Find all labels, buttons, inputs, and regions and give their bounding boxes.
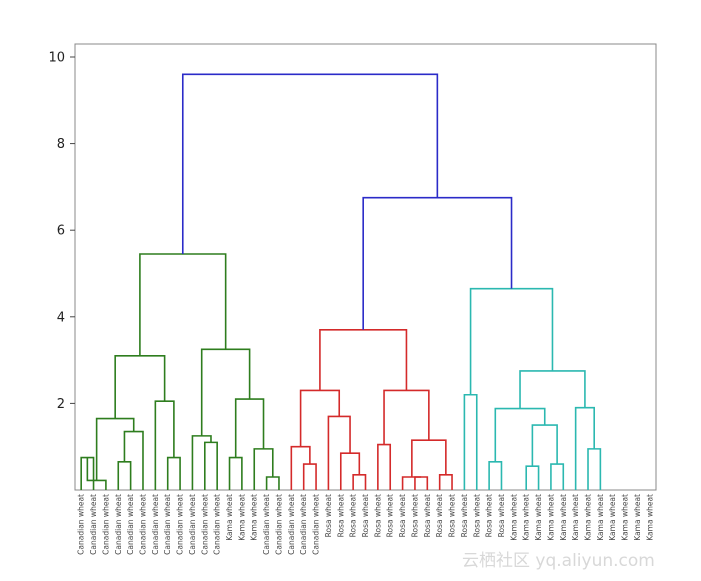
dendrogram-link: [438, 474, 453, 490]
leaf-label: Kama wheat: [621, 494, 630, 541]
dendrogram-link: [181, 73, 439, 255]
leaf-label: Kama wheat: [237, 494, 246, 541]
dendrogram-link: [191, 435, 212, 490]
leaf-label: Canadian wheat: [176, 494, 185, 555]
leaf-label: Kama wheat: [534, 494, 543, 541]
dendrogram-link: [531, 424, 558, 467]
leaf-label: Rosa wheat: [349, 494, 358, 537]
leaf-label: Rosa wheat: [324, 494, 333, 537]
leaf-label: Rosa wheat: [472, 494, 481, 537]
dendrogram-link: [203, 441, 218, 490]
leaf-label: Rosa wheat: [361, 494, 370, 537]
dendrogram-link: [200, 348, 251, 436]
leaf-label: Rosa wheat: [410, 494, 419, 537]
leaf-label: Rosa wheat: [373, 494, 382, 537]
y-tick-label: 4: [57, 310, 65, 325]
leaf-label: Canadian wheat: [101, 494, 110, 555]
leaf-label: Canadian wheat: [163, 494, 172, 555]
leaf-label: Kama wheat: [559, 494, 568, 541]
leaf-label: Kama wheat: [250, 494, 259, 541]
plot-frame: [74, 43, 657, 491]
leaf-label: Rosa wheat: [497, 494, 506, 537]
leaf-label: Kama wheat: [225, 494, 234, 541]
leaf-label: Canadian wheat: [77, 494, 86, 555]
leaf-label: Kama wheat: [522, 494, 531, 541]
dendrogram-link: [411, 439, 447, 478]
leaf-label: Canadian wheat: [188, 494, 197, 555]
leaf-label: Kama wheat: [596, 494, 605, 541]
y-tick-label: 10: [48, 50, 65, 65]
leaf-label: Canadian wheat: [151, 494, 160, 555]
leaf-label: Rosa wheat: [336, 494, 345, 537]
leaf-label: Kama wheat: [509, 494, 518, 541]
leaf-label: Rosa wheat: [485, 494, 494, 537]
leaf-label: Canadian wheat: [200, 494, 209, 555]
leaf-label: Kama wheat: [584, 494, 593, 541]
leaf-label: Canadian wheat: [312, 494, 321, 555]
dendrogram-link: [299, 389, 341, 447]
dendrogram-link: [383, 389, 430, 445]
leaf-label: Canadian wheat: [126, 494, 135, 555]
y-tick-label: 6: [57, 224, 65, 239]
dendrogram-link: [265, 476, 280, 490]
leaf-label: Kama wheat: [633, 494, 642, 541]
dendrogram-link: [139, 253, 227, 356]
leaf-label: Canadian wheat: [138, 494, 147, 555]
dendrogram-link: [414, 476, 429, 490]
leaf-label: Canadian wheat: [89, 494, 98, 555]
dendrogram-link: [377, 443, 392, 490]
leaf-label: Kama wheat: [645, 494, 654, 541]
dendrogram-link: [401, 476, 422, 490]
leaf-label: Rosa wheat: [448, 494, 457, 537]
leaf-label: Kama wheat: [546, 494, 555, 541]
leaf-label: Rosa wheat: [398, 494, 407, 537]
watermark: 云栖社区 yq.aliyun.com: [462, 551, 655, 571]
leaf-label: Canadian wheat: [287, 494, 296, 555]
leaf-label: Rosa wheat: [423, 494, 432, 537]
leaf-label: Canadian wheat: [114, 494, 123, 555]
dendrogram-link: [234, 398, 265, 458]
dendrogram-link: [123, 430, 144, 490]
leaf-label: Rosa wheat: [460, 494, 469, 537]
leaf-labels: Canadian wheat Canadian wheat Canadian whe…: [77, 494, 655, 555]
dendrogram-link: [86, 457, 107, 490]
y-tick-label: 2: [57, 397, 65, 412]
dendrogram-links: [80, 73, 602, 490]
leaf-label: Canadian wheat: [274, 494, 283, 555]
leaf-label: Rosa wheat: [386, 494, 395, 537]
leaf-label: Canadian wheat: [262, 494, 271, 555]
leaf-label: Rosa wheat: [435, 494, 444, 537]
dendrogram-link: [463, 393, 478, 490]
leaf-label: Kama wheat: [571, 494, 580, 541]
leaf-label: Kama wheat: [608, 494, 617, 541]
y-tick-label: 8: [57, 137, 65, 152]
dendrogram-link: [80, 456, 95, 490]
leaf-label: Canadian wheat: [213, 494, 222, 555]
dendrogram-link: [352, 474, 367, 490]
y-axis: 2 4 6 8 10: [48, 50, 75, 412]
leaf-label: Canadian wheat: [299, 494, 308, 555]
